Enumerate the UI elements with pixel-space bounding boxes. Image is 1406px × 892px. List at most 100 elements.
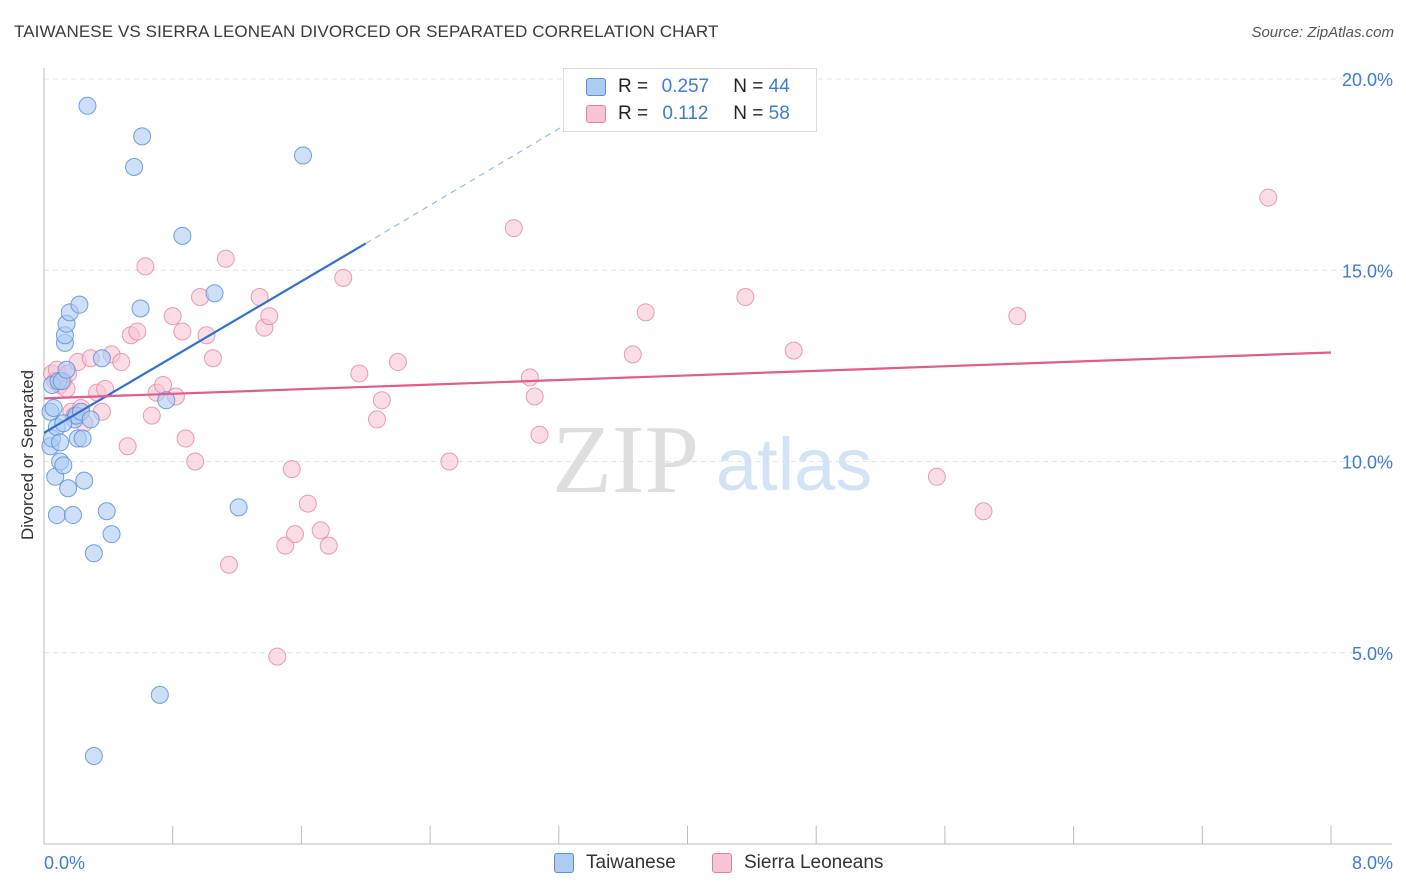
grid-lines	[44, 78, 1392, 654]
taiwanese-point	[84, 544, 103, 563]
y-tick-label: 5.0%	[1352, 644, 1393, 664]
sierra-leoneans-point	[623, 345, 642, 364]
sierra-leoneans-point	[173, 322, 192, 341]
taiwanese-point	[78, 96, 97, 115]
blue-swatch	[554, 853, 574, 873]
sierra-leoneans-point	[1008, 307, 1027, 326]
axes	[43, 68, 1392, 845]
sierra-leoneans-point	[736, 288, 755, 307]
taiwanese-point	[73, 429, 92, 448]
taiwanese-point	[57, 360, 76, 379]
sierra-leoneans-point	[368, 410, 387, 429]
taiwanese-trendline-extension	[365, 109, 592, 244]
sierra-leoneans-point	[268, 647, 287, 666]
legend-r-label: R =	[618, 103, 649, 124]
pink-swatch	[586, 105, 606, 123]
taiwanese-point	[54, 456, 73, 475]
y-tick-label: 10.0%	[1342, 453, 1393, 473]
y-axis-label: Divorced or Separated	[18, 370, 37, 540]
sierra-leoneans-point	[974, 502, 993, 521]
sierra-leoneans-point	[298, 494, 317, 513]
watermark-atlas: atlas	[716, 423, 872, 506]
sierra-leoneans-point	[504, 219, 523, 238]
x-tick-label: 0.0%	[44, 853, 85, 873]
trendlines	[43, 109, 1332, 434]
taiwanese-point	[229, 498, 248, 517]
taiwanese-point	[75, 471, 94, 490]
correlation-legend: R = 0.257 N = 44 R = 0.112 N = 58	[563, 68, 817, 132]
taiwanese-point	[97, 502, 116, 521]
taiwanese-point	[92, 349, 111, 368]
sierra-leoneans-point	[136, 257, 155, 276]
taiwanese-trendline	[43, 242, 367, 434]
taiwanese-point	[133, 127, 152, 146]
taiwanese-point	[59, 479, 78, 498]
sierra-leoneans-point	[203, 349, 222, 368]
legend-row-sierra-leoneans: R = 0.112 N = 58	[586, 102, 790, 126]
sierra-leoneans-point	[176, 429, 195, 448]
sierra-leoneans-point	[128, 322, 147, 341]
sierra-leoneans-point	[216, 249, 235, 268]
sierra-leoneans-point	[927, 467, 946, 486]
taiwanese-point	[131, 299, 150, 318]
taiwanese-point	[81, 410, 100, 429]
sierra-leoneans-point	[220, 555, 239, 574]
sierra-leoneans-point	[96, 379, 115, 398]
legend-label-taiwanese: Taiwanese	[586, 852, 676, 873]
series-legend: Taiwanese Sierra Leoneans	[0, 852, 1406, 876]
sierra-leoneans-point	[112, 353, 131, 372]
sierra-leoneans-point	[319, 536, 338, 555]
sierra-leoneans-point	[388, 353, 407, 372]
taiwanese-point	[157, 391, 176, 410]
taiwanese-point	[63, 506, 82, 525]
tick-labels: 5.0% 10.0% 15.0% 20.0% 0.0% 8.0%	[44, 70, 1393, 873]
legend-r-label: R =	[618, 76, 649, 97]
sierra-leoneans-point	[186, 452, 205, 471]
sierra-leoneans-point	[260, 307, 279, 326]
taiwanese-point	[205, 284, 224, 303]
legend-row-taiwanese: R = 0.257 N = 44	[586, 75, 790, 99]
taiwanese-point	[173, 226, 192, 245]
sierra-leoneans-point	[372, 391, 391, 410]
taiwanese-point	[150, 685, 169, 704]
taiwanese-point	[125, 157, 144, 176]
taiwanese-point	[51, 433, 70, 452]
taiwanese-point	[84, 747, 103, 766]
sierra-leoneans-point	[525, 387, 544, 406]
taiwanese-point	[44, 398, 63, 417]
taiwanese-point	[294, 146, 313, 165]
sierra-leoneans-point	[1259, 188, 1278, 207]
sierra-leoneans-trendline	[43, 351, 1332, 400]
sierra-leoneans-point	[285, 525, 304, 544]
legend-label-sierra-leoneans: Sierra Leoneans	[744, 852, 884, 873]
sierra-leoneans-point	[334, 268, 353, 287]
sierra-leoneans-point	[636, 303, 655, 322]
source-attribution: Source: ZipAtlas.com	[1251, 24, 1394, 41]
blue-swatch	[586, 78, 606, 96]
y-tick-label: 20.0%	[1342, 70, 1393, 90]
taiwanese-points	[41, 96, 313, 766]
sierra-leoneans-point	[440, 452, 459, 471]
legend-n-value: 58	[768, 103, 790, 124]
legend-item-taiwanese: Taiwanese	[554, 852, 676, 874]
taiwanese-point	[47, 506, 66, 525]
watermark: ZIP atlas	[552, 406, 872, 514]
sierra-leoneans-point	[520, 368, 539, 387]
taiwanese-point	[70, 295, 89, 314]
legend-n-value: 44	[768, 76, 790, 97]
legend-n-label: N =	[733, 76, 764, 97]
taiwanese-point	[102, 525, 121, 544]
legend-r-value: 0.257	[661, 76, 710, 97]
legend-n-label: N =	[733, 103, 764, 124]
sierra-leoneans-point	[142, 406, 161, 425]
sierra-leoneans-point	[163, 307, 182, 326]
y-tick-label: 15.0%	[1342, 261, 1393, 281]
sierra-leoneans-point	[530, 425, 549, 444]
sierra-leoneans-point	[282, 460, 301, 479]
legend-r-value: 0.112	[662, 103, 709, 124]
pink-swatch	[712, 853, 732, 873]
legend-item-sierra-leoneans: Sierra Leoneans	[712, 852, 883, 874]
sierra-leoneans-point	[118, 437, 137, 456]
x-tick-label: 8.0%	[1352, 853, 1393, 873]
